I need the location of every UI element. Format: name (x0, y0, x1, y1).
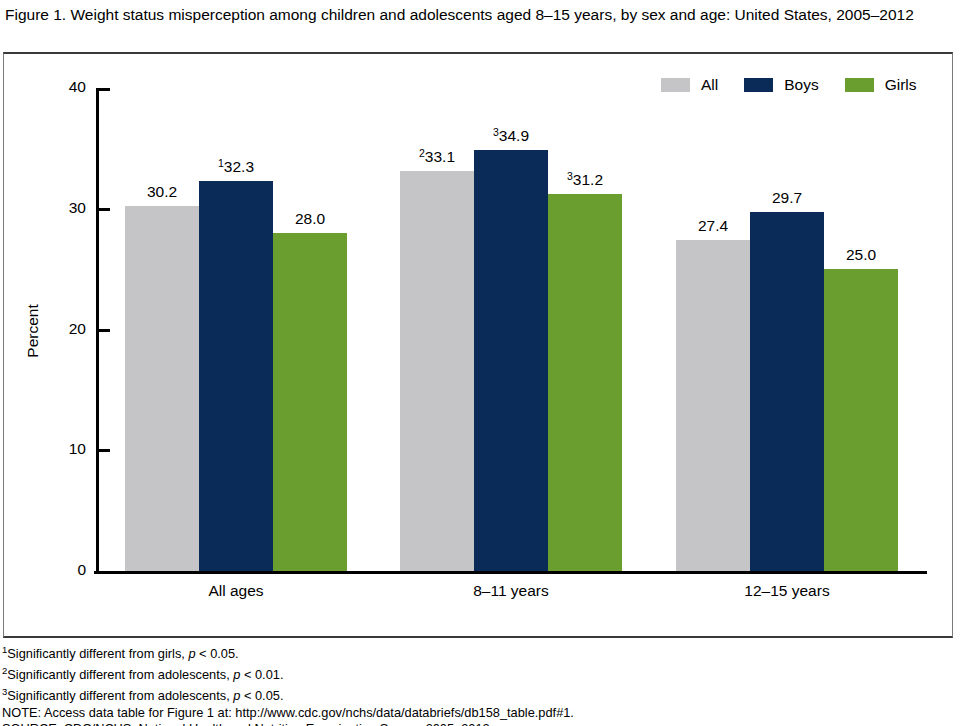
footnote-source: SOURCE: CDC/NCHS, National Health and Nu… (2, 721, 574, 726)
footnote-1-rest: < 0.05. (196, 646, 239, 661)
legend-item-girls: Girls (845, 76, 917, 94)
legend: All Boys Girls (661, 76, 917, 94)
footnote-1-text: Significantly different from girls, (7, 646, 188, 661)
y-tick-label-20: 20 (32, 320, 86, 338)
bar-value-superscript: 3 (567, 170, 573, 182)
y-tick-40 (99, 88, 110, 91)
y-tick-30 (99, 208, 110, 211)
footnote-note: NOTE: Access data table for Figure 1 at:… (2, 705, 574, 722)
y-tick-label-40: 40 (32, 78, 86, 96)
bar-value-label: 29.7 (727, 189, 847, 207)
category-label-8-11-years: 8–11 years (411, 582, 611, 600)
figure-title: Figure 1. Weight status misperception am… (5, 4, 955, 25)
legend-swatch-boys (744, 78, 773, 92)
footnote-2: 2Significantly different from adolescent… (2, 663, 574, 684)
figure-page: Figure 1. Weight status misperception am… (0, 0, 960, 726)
legend-label-girls: Girls (885, 76, 917, 94)
bar-value-label: 334.9 (451, 127, 571, 145)
footnote-2-rest: < 0.01. (240, 667, 283, 682)
y-tick-label-30: 30 (32, 199, 86, 217)
bar-boys-all-ages (199, 181, 273, 571)
bar-all-all-ages (125, 206, 199, 571)
y-tick-label-0: 0 (32, 561, 86, 579)
bar-boys-8-11-years (474, 150, 548, 571)
footnote-2-text: Significantly different from adolescents… (7, 667, 233, 682)
bar-girls-12-15-years (824, 269, 898, 571)
y-tick-label-10: 10 (32, 440, 86, 458)
category-label-all-ages: All ages (136, 582, 336, 600)
category-label-12-15-years: 12–15 years (687, 582, 887, 600)
legend-label-all: All (701, 76, 718, 94)
bar-girls-8-11-years (548, 194, 622, 571)
bar-value-label: 331.2 (525, 171, 645, 189)
bar-value-superscript: 1 (218, 157, 224, 169)
footnote-3-text: Significantly different from adolescents… (7, 688, 233, 703)
legend-label-boys: Boys (784, 76, 818, 94)
legend-swatch-all (661, 78, 690, 92)
footnote-3-rest: < 0.05. (240, 688, 283, 703)
legend-item-all: All (661, 76, 718, 94)
bar-all-8-11-years (400, 171, 474, 571)
bar-value-superscript: 3 (493, 126, 499, 138)
footnote-3: 3Significantly different from adolescent… (2, 684, 574, 705)
footnote-1: 1Significantly different from girls, p <… (2, 642, 574, 663)
footnote-1-p: p (188, 646, 195, 661)
legend-swatch-girls (845, 78, 874, 92)
legend-item-boys: Boys (744, 76, 818, 94)
bar-value-label: 25.0 (801, 246, 921, 264)
bar-girls-all-ages (273, 233, 347, 571)
y-tick-10 (99, 449, 110, 452)
y-tick-20 (99, 329, 110, 332)
x-axis-line (94, 571, 927, 574)
bar-value-superscript: 2 (419, 147, 425, 159)
footnotes: 1Significantly different from girls, p <… (2, 642, 574, 726)
bar-boys-12-15-years (750, 212, 824, 571)
plot-area: 30.2233.127.4132.3334.929.728.0331.225.0 (99, 88, 927, 571)
bar-value-label: 28.0 (250, 210, 370, 228)
bar-value-label: 132.3 (176, 158, 296, 176)
bar-all-12-15-years (676, 240, 750, 571)
